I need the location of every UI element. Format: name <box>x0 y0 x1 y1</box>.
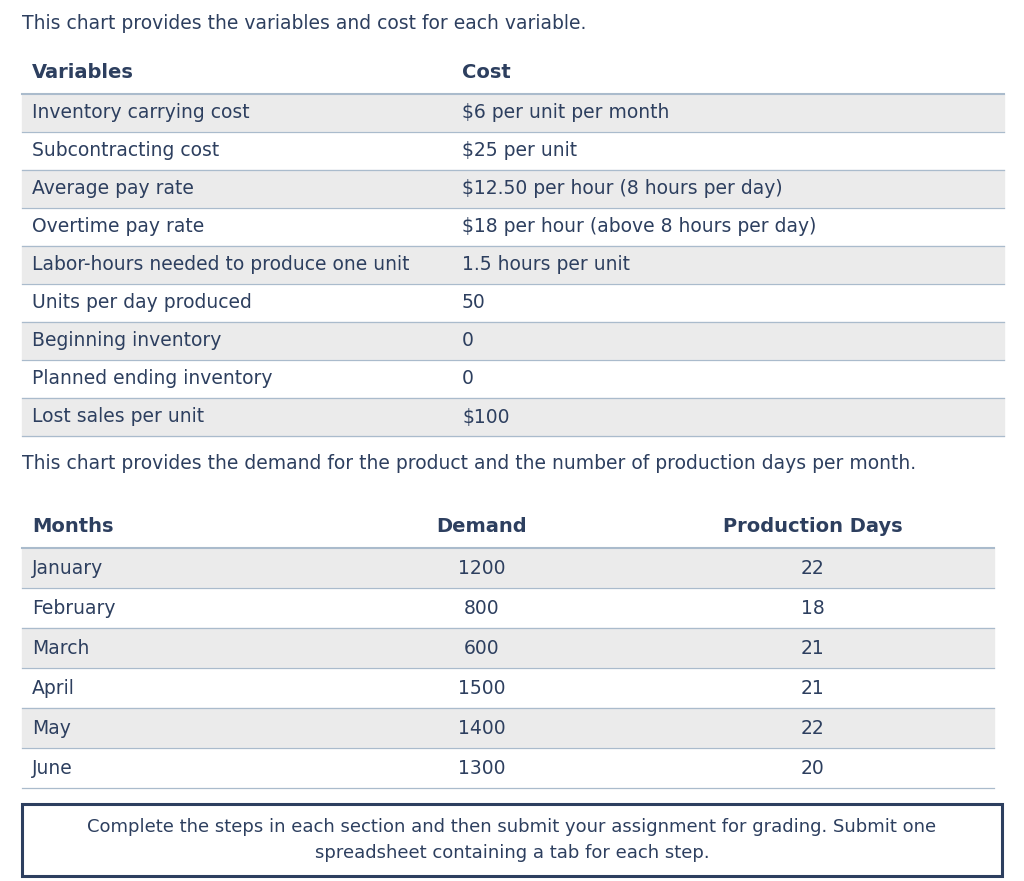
Text: May: May <box>32 719 71 737</box>
Text: $12.50 per hour (8 hours per day): $12.50 per hour (8 hours per day) <box>462 180 782 198</box>
Text: Units per day produced: Units per day produced <box>32 293 252 313</box>
Text: Variables: Variables <box>32 63 134 83</box>
Bar <box>22 398 1004 436</box>
Bar <box>22 548 994 588</box>
Text: Demand: Demand <box>436 517 527 537</box>
Text: Average pay rate: Average pay rate <box>32 180 194 198</box>
Text: 1200: 1200 <box>459 559 506 578</box>
Bar <box>22 52 1004 94</box>
Text: Cost: Cost <box>462 63 511 83</box>
Text: Complete the steps in each section and then submit your assignment for grading. : Complete the steps in each section and t… <box>87 818 937 862</box>
Text: Labor-hours needed to produce one unit: Labor-hours needed to produce one unit <box>32 255 410 275</box>
Text: January: January <box>32 559 103 578</box>
Text: April: April <box>32 678 75 698</box>
Text: Beginning inventory: Beginning inventory <box>32 331 221 351</box>
Text: 0: 0 <box>462 331 474 351</box>
Bar <box>22 284 1004 322</box>
Bar <box>22 208 1004 246</box>
Text: March: March <box>32 639 89 657</box>
Bar <box>22 246 1004 284</box>
Text: June: June <box>32 759 73 778</box>
Text: 20: 20 <box>801 759 825 778</box>
Bar <box>22 748 994 788</box>
Text: $6 per unit per month: $6 per unit per month <box>462 103 670 122</box>
Text: February: February <box>32 598 116 618</box>
Text: $25 per unit: $25 per unit <box>462 142 578 160</box>
Text: 1500: 1500 <box>459 678 506 698</box>
Text: This chart provides the demand for the product and the number of production days: This chart provides the demand for the p… <box>22 454 916 473</box>
Text: 600: 600 <box>464 639 500 657</box>
Text: 21: 21 <box>801 639 825 657</box>
Bar <box>22 94 1004 132</box>
Text: 1400: 1400 <box>458 719 506 737</box>
Text: 18: 18 <box>801 598 825 618</box>
Bar <box>22 804 1002 876</box>
Text: Overtime pay rate: Overtime pay rate <box>32 218 204 236</box>
Text: Production Days: Production Days <box>723 517 903 537</box>
Bar <box>22 628 994 668</box>
Text: Inventory carrying cost: Inventory carrying cost <box>32 103 250 122</box>
Text: 22: 22 <box>801 559 825 578</box>
Text: 1.5 hours per unit: 1.5 hours per unit <box>462 255 630 275</box>
Text: 0: 0 <box>462 369 474 389</box>
Bar <box>22 668 994 708</box>
Text: 22: 22 <box>801 719 825 737</box>
Bar <box>22 132 1004 170</box>
Text: Planned ending inventory: Planned ending inventory <box>32 369 272 389</box>
Text: Months: Months <box>32 517 114 537</box>
Text: This chart provides the variables and cost for each variable.: This chart provides the variables and co… <box>22 14 587 33</box>
Text: $100: $100 <box>462 408 510 426</box>
Bar <box>22 322 1004 360</box>
Bar <box>22 506 994 548</box>
Text: Subcontracting cost: Subcontracting cost <box>32 142 219 160</box>
Bar <box>22 588 994 628</box>
Text: $18 per hour (above 8 hours per day): $18 per hour (above 8 hours per day) <box>462 218 816 236</box>
Text: 800: 800 <box>464 598 500 618</box>
Text: 50: 50 <box>462 293 485 313</box>
Bar <box>22 170 1004 208</box>
Bar <box>22 708 994 748</box>
Text: 21: 21 <box>801 678 825 698</box>
Text: 1300: 1300 <box>459 759 506 778</box>
Text: Lost sales per unit: Lost sales per unit <box>32 408 204 426</box>
Bar <box>22 360 1004 398</box>
